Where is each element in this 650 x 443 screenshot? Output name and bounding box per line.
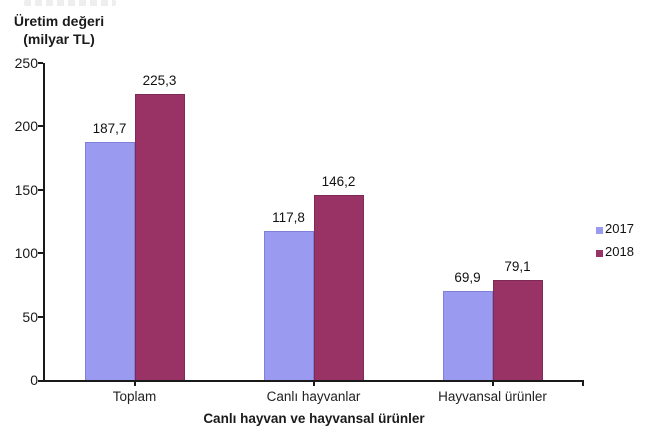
chart-title-line-1: Üretim değeri: [13, 13, 105, 29]
legend-label-2018: 2018: [605, 244, 634, 259]
y-axis-tick-label: 0: [30, 372, 38, 388]
bar-value-label: 117,8: [272, 209, 305, 225]
y-axis-tick: [38, 188, 43, 191]
y-axis-tick-label: 150: [14, 181, 38, 198]
chart-title: Üretim değeri (milyar TL): [12, 12, 106, 48]
legend-swatch-2017: [596, 227, 603, 234]
bar-value-label: 79,1: [504, 258, 531, 274]
y-axis-tick: [38, 315, 43, 318]
bar-2017-2: [263, 230, 314, 380]
y-axis-tick: [38, 380, 43, 382]
bar-value-label: 187,7: [92, 120, 127, 136]
x-axis-tick: [133, 382, 136, 386]
legend-item-2017: 2017: [596, 222, 634, 238]
y-axis-tick-label: 250: [14, 55, 38, 71]
x-axis-line: [43, 380, 584, 382]
legend-swatch-2018: [596, 250, 603, 257]
cropped-text-artifact: [24, 0, 116, 6]
y-axis-tick-label: 100: [14, 245, 38, 262]
bar-2018-2: [313, 194, 364, 380]
bar-value-label: 146,2: [321, 173, 356, 189]
x-axis-tick: [491, 382, 494, 386]
bar-value-label: 225,3: [142, 73, 177, 89]
y-axis-tick-label: 200: [14, 118, 38, 135]
y-axis-tick: [38, 252, 43, 255]
bar-2018-1: [134, 94, 185, 380]
bar-2017-1: [84, 141, 135, 380]
category-label-3: Hayvansal ürünler: [438, 389, 547, 404]
category-label-2: Canlı hayvanlar: [266, 389, 361, 404]
bar-2018-3: [492, 279, 543, 380]
legend-item-2018: 2018: [596, 245, 634, 261]
y-axis-tick: [38, 62, 43, 64]
chart-title-line-2: (milyar TL): [23, 31, 95, 47]
category-label-1: Toplam: [112, 389, 157, 404]
y-axis-tick-label: 50: [22, 308, 38, 325]
bar-value-label: 69,9: [454, 270, 481, 286]
legend-label-2017: 2017: [605, 221, 634, 236]
y-axis-line: [43, 63, 45, 382]
x-axis-end-tick: [582, 382, 584, 386]
bar-2017-3: [442, 291, 493, 380]
x-axis-tick: [312, 382, 315, 386]
y-axis-tick: [38, 125, 43, 128]
x-axis-title: Canlı hayvan ve hayvansal ürünler: [203, 411, 425, 426]
